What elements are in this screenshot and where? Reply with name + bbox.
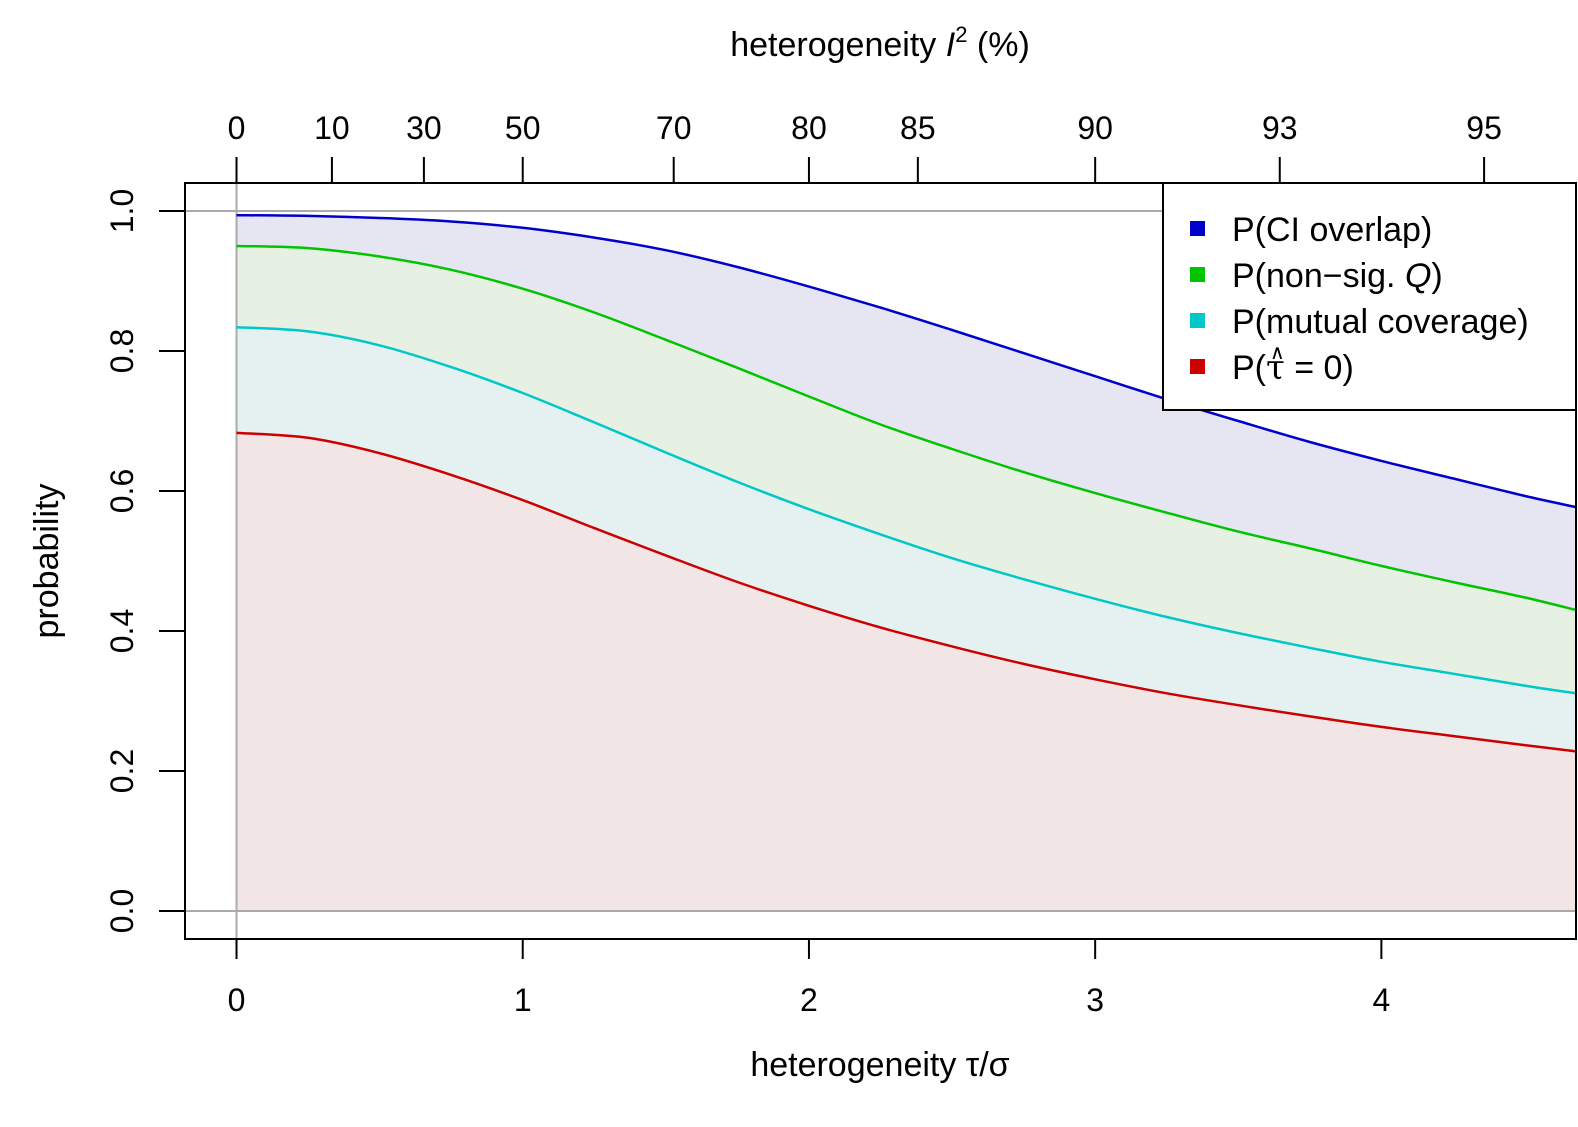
x-tick-label-0: 0: [228, 982, 246, 1018]
x-tick-label-2: 2: [800, 982, 818, 1018]
top-tick-label-9: 95: [1466, 110, 1502, 146]
series-line-3: [236, 431, 1577, 753]
top-axis-title-sup: 2: [955, 22, 967, 47]
series-line-0: [236, 213, 1577, 509]
y-axis-title: probability: [28, 484, 66, 639]
legend-swatch-0: [1190, 221, 1205, 236]
y-axis: 0.0 0.2 0.4 0.6 0.8 1.0: [104, 189, 186, 933]
legend-swatch-3: [1190, 359, 1205, 374]
legend: P(CI overlap) P(non−sig. Q) P(mutual cover…: [1162, 182, 1577, 411]
x-axis: 0 1 2 3 4: [228, 938, 1390, 1018]
area-fills: [236, 215, 1576, 911]
top-tick-label-5: 80: [791, 110, 827, 146]
top-tick-label-2: 30: [406, 110, 442, 146]
legend-label-1: P(non−sig. Q): [1232, 257, 1443, 295]
top-axis: 0 10 30 50 70 80 85 90 93 95: [228, 110, 1502, 184]
legend-label-3: P(τ = 0): [1232, 348, 1354, 388]
top-axis-title-var: I: [946, 26, 956, 64]
y-tick-label-5: 1.0: [104, 189, 140, 233]
top-tick-label-3: 50: [505, 110, 541, 146]
y-tick-label-4: 0.8: [104, 329, 140, 373]
top-tick-label-6: 85: [900, 110, 936, 146]
area-fill-3: [236, 432, 1576, 911]
legend-hat: ∧: [1270, 342, 1285, 364]
legend-swatch-2: [1190, 313, 1205, 328]
x-axis-title: heterogeneity τ/σ: [750, 1046, 1009, 1084]
y-tick-label-0: 0.0: [104, 889, 140, 933]
top-axis-title: heterogeneity I2 (%): [730, 22, 1030, 64]
top-axis-title-prefix: heterogeneity: [730, 26, 946, 64]
legend-label-0: P(CI overlap): [1232, 211, 1432, 249]
top-axis-title-suffix: (%): [967, 26, 1029, 64]
y-tick-label-1: 0.2: [104, 749, 140, 793]
x-tick-label-3: 3: [1086, 982, 1104, 1018]
legend-swatch-1: [1190, 267, 1205, 282]
series-lines: [236, 213, 1577, 753]
top-tick-label-0: 0: [228, 110, 246, 146]
top-tick-label-7: 90: [1077, 110, 1113, 146]
x-tick-label-4: 4: [1372, 982, 1390, 1018]
legend-box: [1162, 182, 1577, 411]
top-tick-label-4: 70: [656, 110, 692, 146]
x-tick-label-1: 1: [514, 982, 532, 1018]
y-tick-label-2: 0.4: [104, 609, 140, 653]
series-line-1: [236, 244, 1577, 612]
legend-label-2: P(mutual coverage): [1232, 303, 1529, 341]
top-tick-label-1: 10: [314, 110, 350, 146]
top-tick-label-8: 93: [1262, 110, 1298, 146]
y-tick-label-3: 0.6: [104, 469, 140, 513]
series-line-2: [236, 325, 1577, 695]
